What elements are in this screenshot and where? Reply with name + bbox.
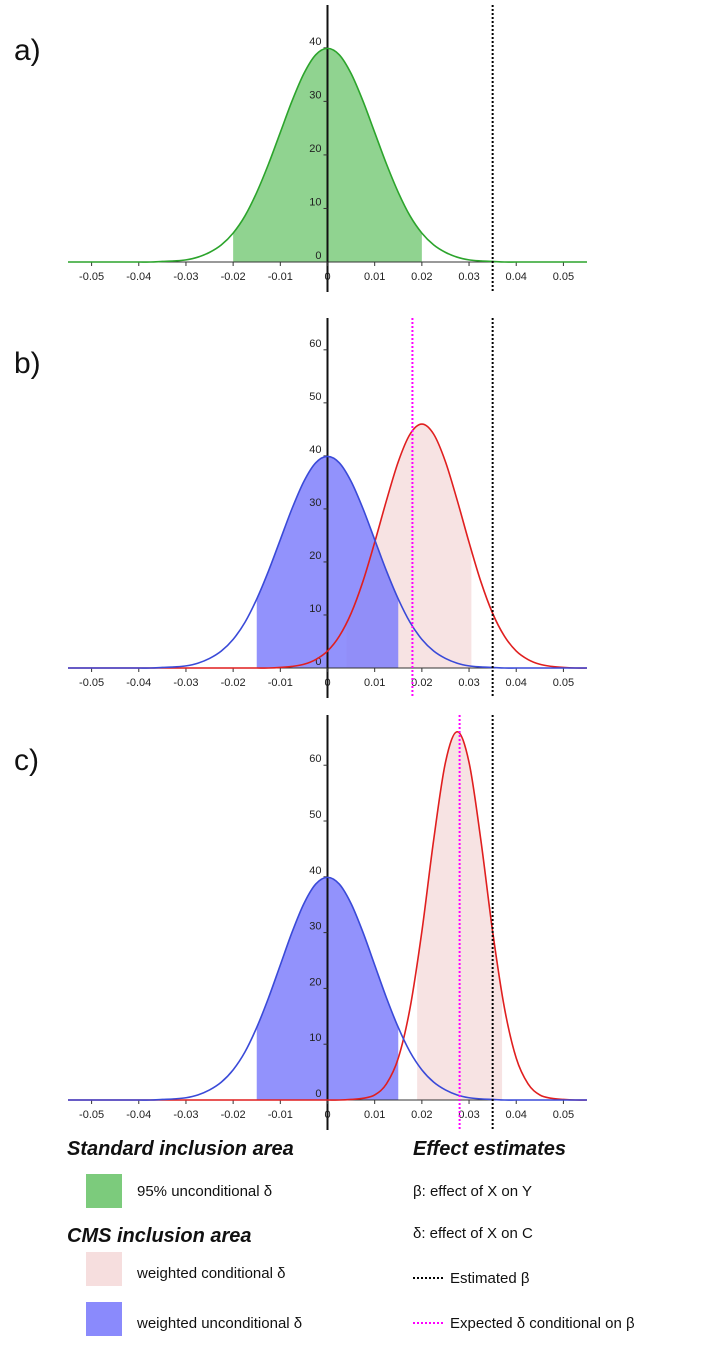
y-tick-label: 40 [309, 444, 321, 456]
x-tick-label: 0.04 [506, 1109, 527, 1121]
x-tick-label: -0.01 [268, 1109, 293, 1121]
density-curve [68, 455, 587, 669]
y-tick-label: 10 [309, 196, 321, 208]
x-tick-label: 0.05 [553, 1109, 574, 1121]
panel: a) -0.05 -0.04 -0.03 -0.02 -0.01 0 0.01 0.02 0.03… [14, 5, 587, 292]
y-tick-label: 0 [315, 250, 321, 262]
x-tick-label: -0.03 [173, 677, 198, 689]
legend-item: Estimated β [450, 1270, 530, 1287]
y-tick-label: 0 [315, 1088, 321, 1100]
x-tick-label: -0.04 [126, 1109, 151, 1121]
legend-item: weighted conditional δ [136, 1265, 285, 1282]
y-tick-label: 50 [309, 809, 321, 821]
x-tick-label: -0.05 [79, 677, 104, 689]
legend-swatch [86, 1174, 122, 1208]
plots: a) -0.05 -0.04 -0.03 -0.02 -0.01 0 0.01 0.02 0.03… [14, 5, 588, 1130]
x-tick-label: 0.02 [411, 271, 432, 283]
y-tick-label: 10 [309, 1032, 321, 1044]
x-tick-label: 0.02 [411, 677, 432, 689]
y-tick-label: 30 [309, 921, 321, 933]
x-tick-label: 0 [324, 1109, 330, 1121]
panel: b) -0.05 -0.04 -0.03 -0.02 -0.01 0 0.01 0.02 0.03… [14, 318, 588, 698]
y-tick-label: 30 [309, 89, 321, 101]
x-tick-label: 0.01 [364, 1109, 385, 1121]
x-tick-label: 0.03 [458, 1109, 479, 1121]
legend-swatch [86, 1252, 122, 1286]
legend-item: 95% unconditional δ [137, 1183, 272, 1200]
legend-swatch [86, 1302, 122, 1336]
x-tick-label: 0.04 [506, 271, 527, 283]
x-tick-label: 0.01 [364, 677, 385, 689]
legend-title: Effect estimates [413, 1138, 566, 1160]
y-tick-label: 40 [309, 36, 321, 48]
density-curve [67, 876, 587, 1101]
y-tick-label: 20 [309, 550, 321, 562]
panel-label: a) [14, 34, 41, 67]
y-tick-label: 10 [309, 603, 321, 615]
x-tick-label: 0.05 [553, 677, 574, 689]
legend-item: Expected δ conditional on β [450, 1315, 635, 1332]
panel: c) -0.05 -0.04 -0.03 -0.02 -0.01 0 0.01 0.02 0.03… [14, 715, 588, 1130]
x-tick-label: -0.02 [221, 271, 246, 283]
panel-label: c) [14, 744, 39, 777]
legend-title: CMS inclusion area [67, 1225, 252, 1247]
legend-title: Standard inclusion area [67, 1138, 294, 1160]
legend: Standard inclusion area 95% unconditiona… [67, 1138, 635, 1336]
y-tick-label: 60 [309, 338, 321, 350]
x-tick-label: 0.05 [553, 271, 574, 283]
x-tick-label: 0 [324, 271, 330, 283]
x-tick-label: -0.01 [268, 677, 293, 689]
y-tick-label: 30 [309, 497, 321, 509]
x-tick-label: 0.02 [411, 1109, 432, 1121]
x-tick-label: 0.01 [364, 271, 385, 283]
x-tick-label: -0.01 [268, 271, 293, 283]
legend-item: δ: effect of X on C [413, 1225, 533, 1242]
density-curve [68, 47, 587, 263]
x-tick-label: 0.03 [458, 677, 479, 689]
x-tick-label: -0.05 [79, 1109, 104, 1121]
legend-item: weighted unconditional δ [136, 1315, 302, 1332]
y-tick-label: 40 [309, 865, 321, 877]
y-tick-label: 50 [309, 391, 321, 403]
x-tick-label: -0.02 [221, 1109, 246, 1121]
y-tick-label: 0 [315, 656, 321, 668]
x-tick-label: -0.05 [79, 271, 104, 283]
legend-item: β: effect of X on Y [413, 1183, 532, 1200]
y-tick-label: 60 [309, 753, 321, 765]
x-tick-label: 0 [324, 677, 330, 689]
y-tick-label: 20 [309, 976, 321, 988]
y-tick-label: 20 [309, 143, 321, 155]
x-tick-label: -0.02 [221, 677, 246, 689]
x-tick-label: 0.04 [506, 677, 527, 689]
x-tick-label: 0.03 [458, 271, 479, 283]
x-tick-label: -0.03 [173, 271, 198, 283]
panel-label: b) [14, 347, 41, 380]
x-tick-label: -0.04 [126, 271, 151, 283]
x-tick-label: -0.04 [126, 677, 151, 689]
x-tick-label: -0.03 [173, 1109, 198, 1121]
